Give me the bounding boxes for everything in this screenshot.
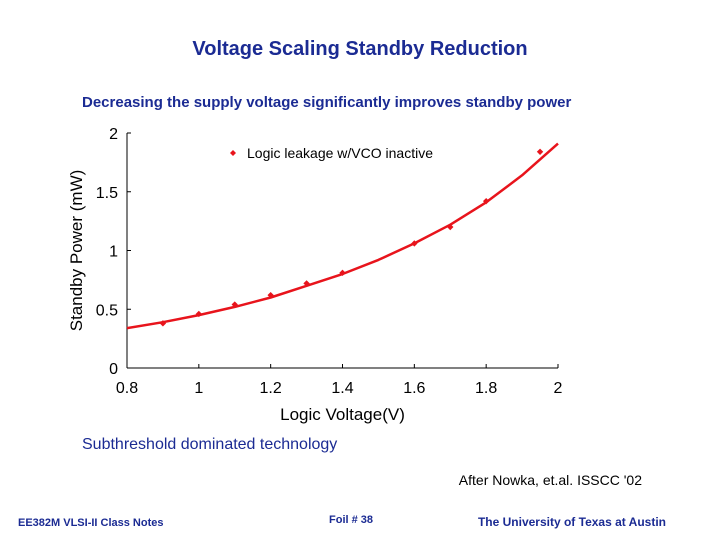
footer-university: The University of Texas at Austin xyxy=(477,515,666,529)
x-tick-label: 1 xyxy=(194,380,203,397)
legend-label: Logic leakage w/VCO inactive xyxy=(247,145,433,161)
data-point-marker xyxy=(303,280,310,287)
y-tick-label: 1 xyxy=(109,244,118,261)
y-tick-label: 0.5 xyxy=(96,302,118,319)
legend-marker xyxy=(230,150,236,156)
data-point-marker xyxy=(339,269,346,277)
data-point-marker xyxy=(536,148,544,155)
footer-foil-number: Foil # 38 xyxy=(329,514,374,526)
x-tick-label: 1.4 xyxy=(331,380,353,397)
data-point-marker xyxy=(267,291,274,299)
data-point-marker xyxy=(195,310,203,318)
data-point-marker xyxy=(159,320,167,327)
data-point-marker xyxy=(411,240,418,247)
series-fit-line xyxy=(126,142,559,330)
y-tick-label: 1.5 xyxy=(96,185,118,202)
source-credit: After Nowka, et.al. ISSCC '02 xyxy=(458,472,642,488)
slide-subtitle: Decreasing the supply voltage significan… xyxy=(82,94,572,111)
x-tick-label: 2 xyxy=(554,380,563,397)
chart-caption: Subthreshold dominated technology xyxy=(82,436,338,453)
chart-axes: 0.8 1 1.2 1.4 1.6 1.8 2 0 0.5 1 1.5 2 Logic Voltage(… xyxy=(67,126,563,424)
x-tick-label: 1.2 xyxy=(260,380,282,397)
data-point-marker xyxy=(447,223,454,231)
footer-course: EE382M VLSI-II Class Notes xyxy=(18,517,164,529)
data-point-marker xyxy=(231,301,238,308)
x-axis-label: Logic Voltage(V) xyxy=(280,405,405,424)
chart-legend: Logic leakage w/VCO inactive xyxy=(230,145,433,161)
x-tick-label: 1.8 xyxy=(475,380,497,397)
y-tick-label: 0 xyxy=(109,361,118,378)
x-tick-label: 1.6 xyxy=(403,380,425,397)
y-axis-label: Standby Power (mW) xyxy=(67,170,86,332)
chart-series xyxy=(126,142,559,330)
data-point-marker xyxy=(482,197,490,205)
x-tick-label: 0.8 xyxy=(116,380,138,397)
y-tick-label: 2 xyxy=(109,126,118,143)
slide-title: Voltage Scaling Standby Reduction xyxy=(192,38,528,60)
